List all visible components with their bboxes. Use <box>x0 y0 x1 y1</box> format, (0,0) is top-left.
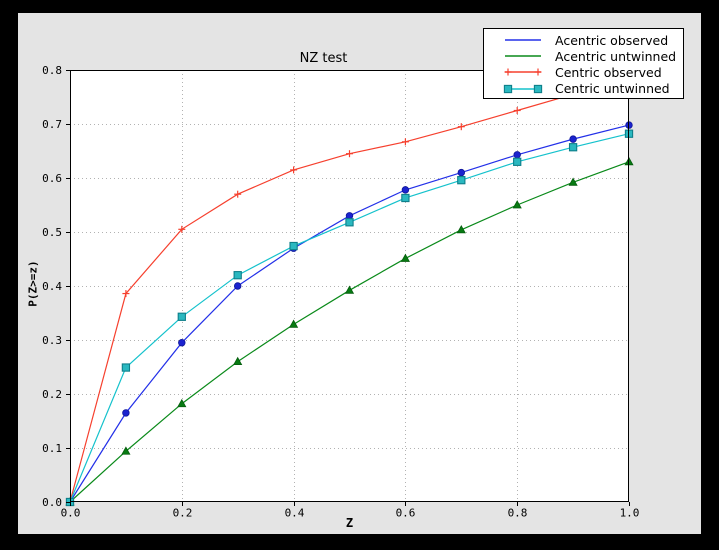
marker-square <box>533 84 543 93</box>
nz-test-chart-plot: 0.0 0.2 0.4 0.6 0.8 1.0 0.0 0.1 0.2 0.3 0.4 0.5 0.6 0… <box>42 64 640 520</box>
marker-circle <box>401 186 410 194</box>
marker-circle <box>345 212 354 220</box>
marker-triangle <box>233 356 243 366</box>
y-tick-label: 0.2 <box>42 388 62 401</box>
y-tick-label: 0.8 <box>42 64 62 77</box>
legend-item-centric-observed: Centric observed <box>484 64 683 80</box>
legend-label: Acentric untwinned <box>555 48 677 64</box>
x-tick-label: 0.2 <box>173 507 193 520</box>
legend-label: Centric untwinned <box>555 81 670 97</box>
x-tick-label: 0.0 <box>61 507 81 520</box>
marker-square <box>289 241 298 251</box>
legend-label: Acentric observed <box>555 32 669 48</box>
marker-triangle <box>289 319 299 328</box>
marker-square <box>345 218 354 227</box>
marker-triangle <box>344 285 355 294</box>
legend-line-sample-centric-untwinned <box>503 84 543 93</box>
chart-title: NZ test <box>299 51 348 66</box>
marker-square <box>121 363 131 372</box>
x-tick-label: 0.6 <box>396 507 416 520</box>
legend-line-sample-centric-observed <box>504 68 542 76</box>
x-tick-label: 1.0 <box>620 507 640 520</box>
marker-square <box>503 84 513 93</box>
y-axis-label: P(Z>=z) <box>26 260 40 307</box>
marker-square <box>401 193 410 203</box>
marker-triangle <box>568 177 578 186</box>
y-tick-label: 0.4 <box>42 280 62 293</box>
y-tick-label: 0.7 <box>42 118 62 131</box>
y-tick-label: 0.6 <box>42 172 62 185</box>
x-axis-label: Z <box>345 516 354 530</box>
y-tick-label: 0.5 <box>42 226 62 239</box>
legend-line-sample-acentric-untwinned <box>505 55 541 58</box>
marker-triangle <box>177 398 187 408</box>
marker-square <box>513 157 522 166</box>
marker-circle <box>178 339 186 347</box>
y-tick-label: 0.3 <box>42 334 62 347</box>
marker-circle <box>457 168 465 177</box>
x-tick-label: 0.8 <box>508 507 528 520</box>
x-tick-label: 0.4 <box>285 507 305 520</box>
marker-triangle <box>121 446 131 455</box>
marker-circle <box>569 135 577 143</box>
marker-circle <box>122 409 130 417</box>
y-tick-label: 0.1 <box>42 442 62 455</box>
marker-square <box>568 143 578 152</box>
legend-box: Acentric observed Acentric untwinned Cen… <box>483 28 684 99</box>
legend-item-acentric-untwinned: Acentric untwinned <box>484 48 683 64</box>
marker-circle <box>233 282 242 290</box>
axes-frame <box>70 70 629 502</box>
marker-triangle <box>456 225 466 234</box>
marker-triangle <box>512 200 522 209</box>
y-tick-label: 0.0 <box>42 496 62 509</box>
legend-item-acentric-observed: Acentric observed <box>484 32 683 48</box>
legend-item-centric-untwinned: Centric untwinned <box>484 81 683 97</box>
marker-circle <box>513 151 521 159</box>
marker-triangle <box>400 253 410 262</box>
marker-square <box>233 271 242 280</box>
marker-square <box>177 312 186 321</box>
legend-label: Centric observed <box>555 64 662 80</box>
marker-square <box>457 176 466 185</box>
legend-line-sample-acentric-observed <box>505 39 541 41</box>
figure-background: 0.0 0.2 0.4 0.6 0.8 1.0 0.0 0.1 0.2 0.3 0.4 0.5 0.6 0… <box>18 13 701 534</box>
